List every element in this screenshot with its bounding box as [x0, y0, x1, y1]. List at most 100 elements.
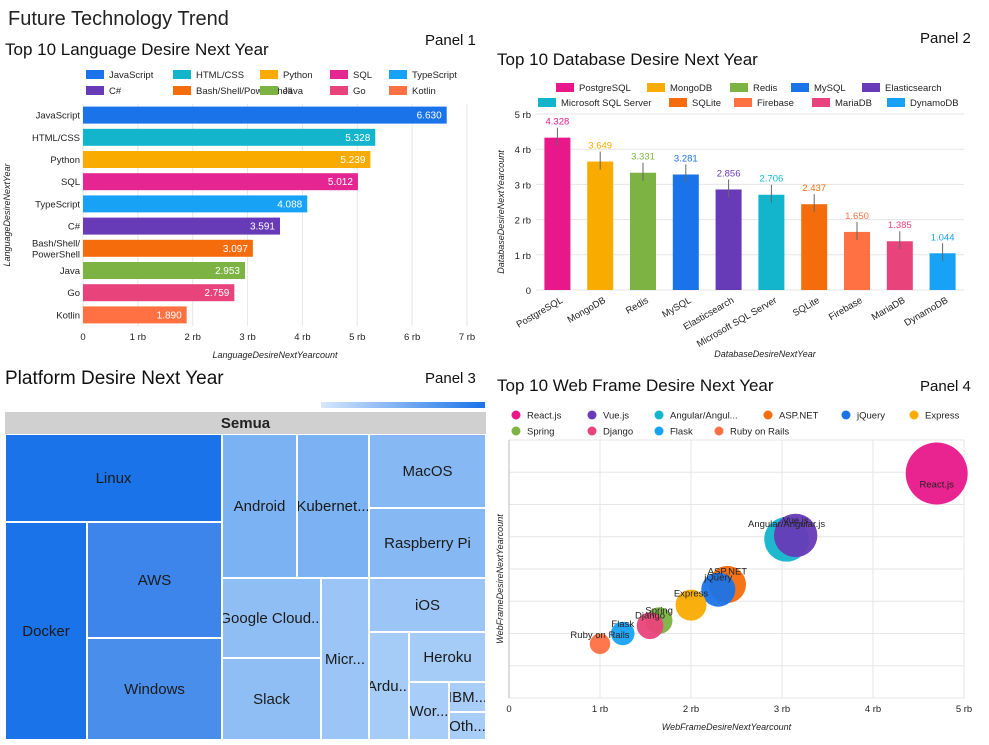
bubble-react-js[interactable] — [905, 442, 968, 505]
bar-elasticsearch[interactable] — [715, 189, 742, 290]
category-label: HTML/CSS — [32, 133, 80, 144]
legend-label: SQLite — [692, 98, 721, 109]
legend-label: jQuery — [856, 411, 885, 422]
treemap-cell-ardu[interactable]: Ardu... — [369, 632, 409, 740]
treemap-cell-raspberry-pi[interactable]: Raspberry Pi — [369, 508, 486, 578]
treemap-cell-wor[interactable]: Wor... — [409, 682, 449, 740]
bubble-express[interactable] — [675, 589, 707, 621]
bar-sqlite[interactable] — [801, 204, 828, 290]
bar-bash-shell-powershell[interactable] — [83, 239, 253, 257]
bar-value-label: 2.706 — [760, 174, 784, 185]
legend-marker — [841, 410, 851, 420]
bar-mysql[interactable] — [672, 174, 699, 290]
x-tick-label: 4 rb — [865, 704, 881, 715]
bar-value-label: 2.437 — [802, 183, 826, 194]
x-axis-title: DatabaseDesireNextYear — [714, 349, 817, 359]
category-label: Bash/Shell/ — [32, 238, 80, 249]
treemap-cell-google-cloud[interactable]: Google Cloud... — [222, 578, 321, 658]
legend-label: Kotlin — [412, 86, 436, 97]
treemap-cell-kubernet[interactable]: Kubernet... — [297, 434, 369, 578]
category-label: TypeScript — [35, 199, 80, 210]
treemap-cell-android[interactable]: Android — [222, 434, 297, 578]
y-tick-label: 2 rb — [515, 216, 531, 227]
bubble-django[interactable] — [636, 612, 664, 640]
legend-label: DynamoDB — [910, 98, 959, 109]
platform-treemap: Semua Linux Docker AWS Windows Android Kubern… — [5, 412, 486, 740]
color-scale-bar — [321, 402, 485, 408]
bubble-label: Vue.js — [783, 516, 809, 527]
legend-swatch — [173, 86, 191, 95]
bubble-label: Django — [635, 610, 665, 621]
bubble-label: Express — [674, 589, 709, 600]
panel-1-title: Top 10 Language Desire Next Year — [5, 40, 269, 59]
treemap-cell-slack[interactable]: Slack — [222, 658, 321, 740]
legend-label: Flask — [670, 427, 693, 438]
legend-label: Firebase — [757, 98, 794, 109]
treemap-cell-ibm[interactable]: IBM... — [449, 682, 486, 712]
legend-label: TypeScript — [412, 70, 457, 81]
bubble-label: Angular/Angular.js — [748, 519, 825, 530]
bar-java[interactable] — [83, 262, 245, 279]
bubble-ruby-on-rails[interactable] — [589, 633, 611, 655]
treemap-cell-ios[interactable]: iOS — [369, 578, 486, 632]
legend-swatch — [330, 70, 348, 79]
treemap-cell-linux[interactable]: Linux — [5, 434, 222, 522]
bar-firebase[interactable] — [844, 231, 870, 290]
bar-value-label: 2.759 — [204, 288, 229, 299]
legend-swatch — [86, 70, 104, 79]
bar-value-label: 3.649 — [588, 141, 612, 152]
legend-swatch — [734, 98, 752, 107]
bar-c-[interactable] — [83, 217, 280, 235]
language-bar-chart: JavaScript HTML/CSS Python SQL TypeScript C# B… — [2, 70, 475, 360]
bubble-vue-js[interactable] — [773, 513, 818, 558]
bar-microsoft-sql-server[interactable] — [758, 194, 785, 290]
legend-swatch — [330, 86, 348, 95]
panel-3-title: Platform Desire Next Year — [5, 368, 224, 389]
panel-4-title: Top 10 Web Frame Desire Next Year — [497, 376, 774, 395]
bar-value-label: 1.890 — [157, 310, 182, 321]
bar-go[interactable] — [83, 284, 235, 302]
category-label: Go — [67, 288, 80, 299]
treemap-cell-aws[interactable]: AWS — [87, 522, 222, 638]
panel-3-label: Panel 3 — [425, 370, 476, 387]
category-label: Redis — [624, 295, 651, 317]
x-tick-label: 5 rb — [956, 704, 972, 715]
category-label: PowerShell — [32, 249, 80, 260]
bubble-flask[interactable] — [610, 621, 635, 646]
bar-sql[interactable] — [83, 173, 358, 191]
x-tick-label: 0 — [80, 332, 85, 343]
bar-mongodb[interactable] — [587, 161, 614, 290]
x-tick-label: 7 rb — [459, 332, 475, 343]
treemap-cell-docker[interactable]: Docker — [5, 522, 87, 740]
bar-javascript[interactable] — [83, 106, 447, 124]
y-tick-label: 3 rb — [515, 180, 531, 191]
bar-python[interactable] — [83, 151, 371, 168]
legend-marker — [714, 426, 724, 436]
bar-typescript[interactable] — [83, 195, 308, 213]
treemap-cell-micr[interactable]: Micr... — [321, 578, 369, 740]
legend-swatch — [389, 70, 407, 79]
treemap-cell-heroku[interactable]: Heroku — [409, 632, 486, 682]
category-label: Java — [60, 266, 81, 277]
legend-swatch — [812, 98, 830, 107]
dashboard-title: Future Technology Trend — [8, 8, 229, 30]
bar-redis[interactable] — [630, 172, 656, 290]
treemap-cell-macos[interactable]: MacOS — [369, 434, 486, 508]
treemap-cell-windows[interactable]: Windows — [87, 638, 222, 740]
bar-value-label: 6.630 — [417, 111, 442, 122]
bar-html-css[interactable] — [83, 128, 376, 146]
treemap-root-header[interactable]: Semua — [5, 412, 486, 434]
bubble-jquery[interactable] — [701, 572, 736, 607]
x-axis-title: LanguageDesireNextYearcount — [212, 350, 338, 360]
legend-label: ASP.NET — [779, 411, 819, 422]
y-tick-label: 1 rb — [515, 251, 531, 262]
legend-swatch — [887, 98, 905, 107]
bar-kotlin[interactable] — [83, 306, 187, 324]
bar-postgresql[interactable] — [544, 137, 571, 290]
legend-label: SQL — [353, 70, 372, 81]
bubble-label: jQuery — [703, 572, 732, 583]
treemap-cell-oth[interactable]: Oth... — [449, 712, 486, 740]
bar-value-label: 4.328 — [546, 117, 570, 128]
legend-label: MySQL — [814, 83, 846, 94]
bar-mariadb[interactable] — [886, 241, 913, 290]
